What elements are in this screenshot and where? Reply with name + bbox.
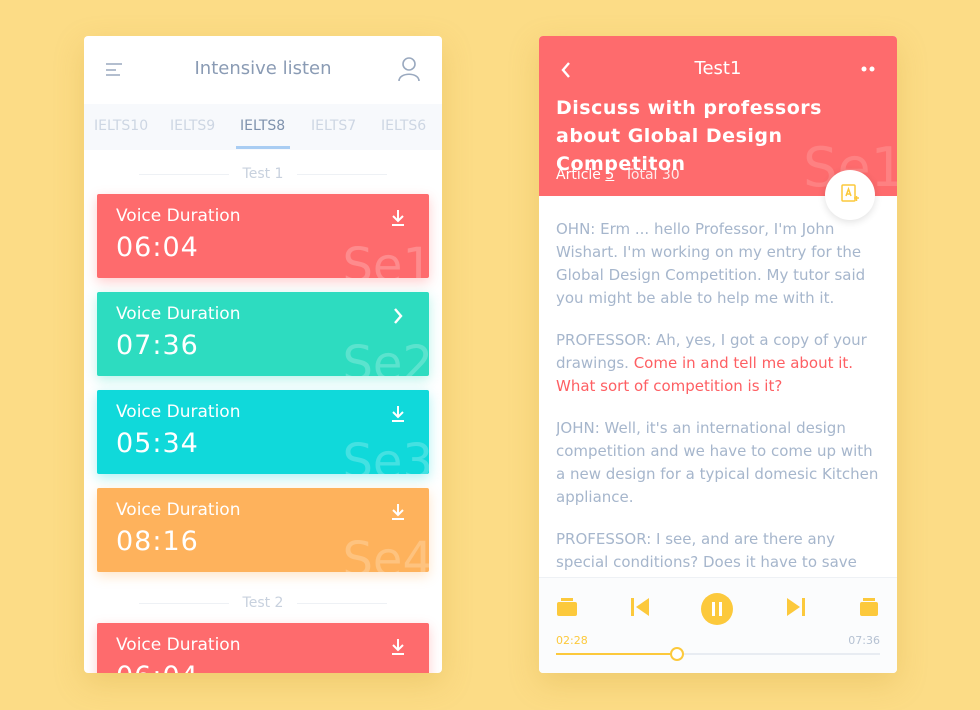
card-watermark: Se2: [342, 336, 429, 376]
download-icon[interactable]: [389, 502, 407, 522]
tab[interactable]: IELTS6: [381, 118, 427, 134]
card-time: 06:04: [116, 661, 199, 673]
card-time: 07:36: [116, 330, 199, 361]
more-button[interactable]: [859, 64, 879, 74]
profile-icon[interactable]: [397, 56, 421, 82]
card-watermark: Se1: [342, 238, 429, 278]
tab-indicator: [236, 146, 290, 149]
download-icon[interactable]: [389, 637, 407, 657]
voice-card[interactable]: Se1 Voice Duration 06:04: [97, 194, 429, 278]
left-screen: Intensive listen IELTS10 IELTS9 IELTS8 IELT…: [84, 36, 442, 673]
paragraph: OHN: Erm ... hello Professor, I'm John W…: [556, 218, 886, 310]
download-icon[interactable]: [389, 208, 407, 228]
card-watermark: Se3: [342, 434, 429, 474]
paragraph: JOHN: Well, it's an international design…: [556, 417, 886, 509]
article-number: 5: [605, 167, 615, 183]
arrow-icon[interactable]: [389, 306, 407, 326]
article-header: Se1 Test1 Discuss with professors about …: [539, 36, 897, 196]
menu-icon[interactable]: [104, 60, 126, 78]
paragraph: PROFESSOR: I see, and are there any spec…: [556, 528, 886, 574]
tab-bar: [84, 104, 442, 150]
card-label: Voice Duration: [116, 206, 241, 226]
paragraph-text: PROFESSOR: Ah, yes, I got a copy of your…: [556, 331, 867, 372]
translate-icon: [841, 184, 859, 202]
progress-track: [556, 653, 880, 655]
card-watermark: Se1: [342, 667, 429, 673]
tab[interactable]: IELTS10: [94, 118, 149, 134]
card-time: 05:34: [116, 428, 199, 459]
card-label: Voice Duration: [116, 635, 241, 655]
right-screen: Se1 Test1 Discuss with professors about …: [539, 36, 897, 673]
paragraph-text: OHN: Erm ... hello Professor, I'm John W…: [556, 220, 866, 307]
card-label: Voice Duration: [116, 500, 241, 520]
card-watermark: Se4: [342, 532, 429, 572]
player: 02:28 07:36: [539, 577, 897, 673]
tab[interactable]: IELTS7: [311, 118, 357, 134]
back-button[interactable]: [559, 60, 573, 80]
progress-fill: [556, 653, 676, 655]
tab[interactable]: IELTS9: [170, 118, 216, 134]
section-title: Test 1: [84, 166, 442, 182]
loop-button[interactable]: [555, 596, 579, 618]
article-total: Total 30: [624, 167, 680, 183]
speed-button[interactable]: [857, 596, 881, 618]
screen-title: Test1: [694, 58, 742, 79]
section-label: Test 2: [242, 595, 284, 611]
highlighted-text[interactable]: Come in and tell me about it. What sort …: [556, 354, 854, 395]
transcript: OHN: Erm ... hello Professor, I'm John W…: [556, 218, 886, 574]
download-icon[interactable]: [389, 404, 407, 424]
card-time: 06:04: [116, 232, 199, 263]
article-meta: Article 5 Total 30: [556, 167, 680, 183]
card-label: Voice Duration: [116, 402, 241, 422]
next-button[interactable]: [785, 596, 807, 618]
section-label: Test 1: [242, 166, 284, 182]
duration: 07:36: [848, 634, 880, 647]
voice-card[interactable]: Se1 Voice Duration 06:04: [97, 623, 429, 673]
prev-button[interactable]: [629, 596, 651, 618]
tab[interactable]: IELTS8: [240, 118, 286, 134]
voice-card[interactable]: Se2 Voice Duration 07:36: [97, 292, 429, 376]
article-heading: Discuss with professors about Global Des…: [556, 97, 822, 175]
card-time: 08:16: [116, 526, 199, 557]
article-label: Article: [556, 167, 601, 183]
voice-card[interactable]: Se4 Voice Duration 08:16: [97, 488, 429, 572]
progress-handle[interactable]: [670, 647, 684, 661]
translate-button[interactable]: [825, 170, 875, 220]
voice-card[interactable]: Se3 Voice Duration 05:34: [97, 390, 429, 474]
current-time: 02:28: [556, 634, 588, 647]
header-title: Intensive listen: [194, 58, 332, 79]
card-label: Voice Duration: [116, 304, 241, 324]
paragraph-text: PROFESSOR: I see, and are there any spec…: [556, 530, 857, 571]
section-title: Test 2: [84, 595, 442, 611]
paragraph-text: JOHN: Well, it's an international design…: [556, 419, 879, 506]
paragraph: PROFESSOR: Ah, yes, I got a copy of your…: [556, 329, 886, 398]
pause-button[interactable]: [700, 592, 734, 626]
